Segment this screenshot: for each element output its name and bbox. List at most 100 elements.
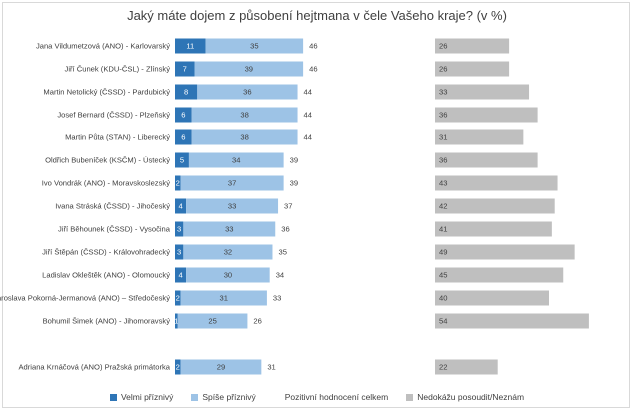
data-label-velmi: 6 xyxy=(181,133,185,142)
data-label-spise: 38 xyxy=(240,133,248,142)
bar-spise-priznivy xyxy=(183,221,276,237)
data-label-nedokazu: 49 xyxy=(439,248,447,257)
data-label-spise: 31 xyxy=(220,294,228,303)
bar-velmi-priznivy xyxy=(175,129,192,145)
data-label-celkem: 26 xyxy=(253,317,261,326)
bar-velmi-priznivy xyxy=(175,313,178,329)
data-label-spise: 33 xyxy=(228,202,236,211)
bar-nedokazu xyxy=(435,129,524,145)
bar-velmi-priznivy xyxy=(175,61,195,77)
data-label-spise: 32 xyxy=(224,248,232,257)
legend-swatch-nedokazu xyxy=(406,393,414,401)
data-label-celkem: 35 xyxy=(278,248,286,257)
data-label-velmi: 2 xyxy=(176,363,180,372)
bar-spise-priznivy xyxy=(186,267,270,283)
bar-spise-priznivy xyxy=(186,198,279,214)
category-label: Jiří Běhounek (ČSSD) - Vysočina xyxy=(58,225,171,234)
data-label-nedokazu: 33 xyxy=(439,88,447,97)
legend-item-velmi: Velmi příznivý xyxy=(109,392,174,402)
bar-nedokazu xyxy=(435,221,552,237)
legend-item-celkem: Pozitivní hodnocení celkem xyxy=(273,392,388,402)
data-label-spise: 33 xyxy=(225,225,233,234)
data-label-celkem: 36 xyxy=(281,225,289,234)
bar-velmi-priznivy xyxy=(175,221,184,237)
bar-nedokazu xyxy=(435,107,538,123)
data-label-celkem: 46 xyxy=(309,65,317,74)
bar-nedokazu xyxy=(435,152,538,168)
bar-velmi-priznivy xyxy=(175,198,187,214)
data-label-velmi: 7 xyxy=(183,65,187,74)
bar-spise-priznivy xyxy=(197,84,298,100)
data-label-celkem: 46 xyxy=(309,42,317,51)
data-label-velmi: 1 xyxy=(174,317,178,326)
data-label-velmi: 11 xyxy=(186,42,194,51)
data-label-celkem: 44 xyxy=(304,111,312,120)
data-label-velmi: 4 xyxy=(178,202,182,211)
data-label-nedokazu: 54 xyxy=(439,317,447,326)
data-label-spise: 35 xyxy=(250,42,258,51)
category-label: Jiří Štěpán (ČSSD) - Královohradecký xyxy=(42,248,170,257)
bar-nedokazu xyxy=(435,244,575,260)
category-label: Oldřich Bubeníček (KSČM) - Ústecký xyxy=(45,156,170,165)
data-label-celkem: 44 xyxy=(304,133,312,142)
data-label-spise: 34 xyxy=(232,156,240,165)
data-label-velmi: 3 xyxy=(177,248,181,257)
data-label-spise: 25 xyxy=(208,317,216,326)
bar-velmi-priznivy xyxy=(175,175,181,191)
category-label: Ladislav Okleštěk (ANO) - Olomoucký xyxy=(42,271,170,280)
data-label-celkem: 39 xyxy=(290,179,298,188)
legend-item-spise: Spíše příznivý xyxy=(191,392,256,402)
bar-velmi-priznivy xyxy=(175,290,181,306)
bar-nedokazu xyxy=(435,359,498,375)
data-label-velmi: 6 xyxy=(181,111,185,120)
data-label-nedokazu: 36 xyxy=(439,156,447,165)
legend-swatch-celkem xyxy=(273,393,281,401)
bar-nedokazu xyxy=(435,84,530,100)
data-label-nedokazu: 26 xyxy=(439,65,447,74)
data-label-spise: 36 xyxy=(243,88,251,97)
category-label: Adriana Krnáčová (ANO) Pražská primátork… xyxy=(18,363,170,372)
bar-velmi-priznivy xyxy=(175,152,189,168)
category-label: Jaroslava Pokorná-Jermanová (ANO) – Stře… xyxy=(0,294,170,303)
legend-label-velmi: Velmi příznivý xyxy=(120,392,174,402)
bar-spise-priznivy xyxy=(191,129,298,145)
data-label-spise: 30 xyxy=(224,271,232,280)
data-label-celkem: 44 xyxy=(304,88,312,97)
data-label-spise: 39 xyxy=(245,65,253,74)
data-label-velmi: 2 xyxy=(176,179,180,188)
bar-spise-priznivy xyxy=(191,107,298,123)
category-label: Ivana Stráská (ČSSD) - Jihočeský xyxy=(55,202,170,211)
bar-velmi-priznivy xyxy=(175,267,187,283)
bar-nedokazu xyxy=(435,198,555,214)
bar-velmi-priznivy xyxy=(175,38,206,54)
bar-spise-priznivy xyxy=(180,290,267,306)
bar-nedokazu xyxy=(435,61,510,77)
bar-velmi-priznivy xyxy=(175,359,181,375)
data-label-celkem: 33 xyxy=(273,294,281,303)
category-label: Bohumil Šimek (ANO) - Jihomoravský xyxy=(43,317,171,326)
bar-velmi-priznivy xyxy=(175,107,192,123)
category-label: Jana Vildumetzová (ANO) - Karlovarský xyxy=(36,42,170,51)
data-label-nedokazu: 43 xyxy=(439,179,447,188)
bar-nedokazu xyxy=(435,313,589,329)
data-label-celkem: 39 xyxy=(290,156,298,165)
data-label-spise: 29 xyxy=(217,363,225,372)
data-label-nedokazu: 31 xyxy=(439,133,447,142)
bar-velmi-priznivy xyxy=(175,244,184,260)
bar-spise-priznivy xyxy=(194,61,304,77)
data-label-spise: 38 xyxy=(240,111,248,120)
data-label-velmi: 5 xyxy=(180,156,184,165)
data-label-nedokazu: 22 xyxy=(439,363,447,372)
chart-title: Jaký máte dojem z působení hejtmana v če… xyxy=(127,8,507,23)
bar-spise-priznivy xyxy=(180,359,262,375)
data-label-nedokazu: 36 xyxy=(439,111,447,120)
category-label: Josef Bernard (ČSSD) - Plzeňský xyxy=(57,111,170,120)
category-label: Ivo Vondrák (ANO) - Moravskoslezský xyxy=(42,179,170,188)
data-label-nedokazu: 45 xyxy=(439,271,447,280)
data-label-celkem: 31 xyxy=(267,363,275,372)
category-label: Martin Půta (STAN) - Liberecký xyxy=(65,133,170,142)
data-label-velmi: 2 xyxy=(176,294,180,303)
legend-label-nedokazu: Nedokážu posoudit/Neznám xyxy=(417,392,525,402)
data-label-nedokazu: 40 xyxy=(439,294,447,303)
bar-spise-priznivy xyxy=(188,152,284,168)
